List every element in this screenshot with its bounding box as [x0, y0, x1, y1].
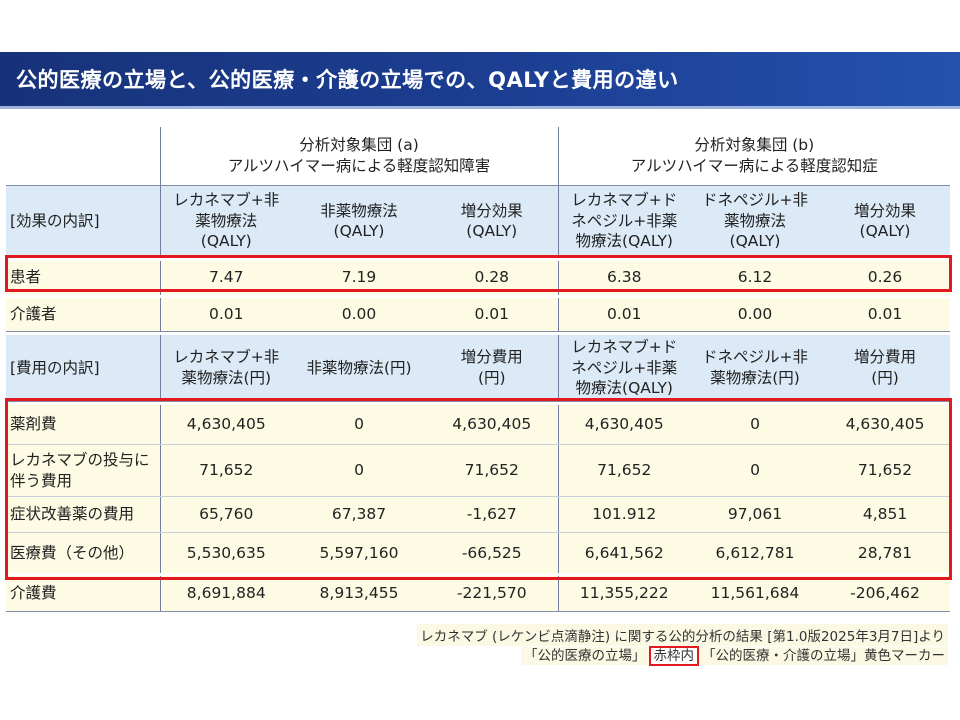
- table-cell: 71,652: [557, 444, 690, 497]
- row-label: 薬剤費: [6, 404, 160, 445]
- table-row-administration-cost: レカネマブの投与に伴う費用 71,652 0 71,652 71,652 0 7…: [6, 444, 951, 497]
- table-cell: 5,597,160: [292, 532, 426, 573]
- table-cell: 11,561,684: [690, 575, 820, 612]
- row-label: 患者: [6, 260, 160, 295]
- table-cell: 5,530,635: [159, 532, 292, 573]
- cost-col-b3: 増分費用 (円): [820, 335, 951, 402]
- table-cell: -221,570: [426, 575, 558, 612]
- table-cell: 97,061: [690, 496, 820, 533]
- table-cell: 4,630,405: [557, 404, 690, 445]
- group-b-header: 分析対象集団 (b) アルツハイマー病による軽度認知症: [557, 127, 951, 186]
- row-label: 介護者: [6, 297, 160, 332]
- table-row-patient: 患者 7.47 7.19 0.28 6.38 6.12 0.26: [6, 260, 951, 295]
- table-cell: 11,355,222: [557, 575, 690, 612]
- table-cell: 101.912: [557, 496, 690, 533]
- table-cell: 67,387: [292, 496, 426, 533]
- effect-col-a2: 非薬物療法 (QALY): [292, 185, 426, 258]
- effect-section-label: [効果の内訳]: [6, 185, 160, 258]
- table-cell: 6.38: [557, 260, 690, 295]
- table-row-caregiver: 介護者 0.01 0.00 0.01 0.01 0.00 0.01: [6, 297, 951, 332]
- table-cell: 0.01: [159, 297, 292, 332]
- table-row-care-cost: 介護費 8,691,884 8,913,455 -221,570 11,355,…: [6, 575, 951, 612]
- table-cell: 71,652: [426, 444, 558, 497]
- table-cell: 6.12: [690, 260, 820, 295]
- table-cell: 65,760: [159, 496, 292, 533]
- table-cell: 0.01: [426, 297, 558, 332]
- table-row-other-medical-cost: 医療費（その他） 5,530,635 5,597,160 -66,525 6,6…: [6, 532, 951, 573]
- effect-col-a3: 増分効果 (QALY): [426, 185, 558, 258]
- table-cell: 7.47: [159, 260, 292, 295]
- table-cell: 71,652: [159, 444, 292, 497]
- title-bar: 公的医療の立場と、公的医療・介護の立場での、QALYと費用の違い: [0, 52, 960, 106]
- table-row-drug-cost: 薬剤費 4,630,405 0 4,630,405 4,630,405 0 4,…: [6, 404, 951, 445]
- cost-col-b2: ドネペジル+非 薬物療法(円): [690, 335, 820, 402]
- table-cell: 7.19: [292, 260, 426, 295]
- cost-col-b1: レカネマブ+ド ネペジル+非薬 物療法(QALY): [557, 335, 690, 402]
- effect-col-b1: レカネマブ+ド ネペジル+非薬 物療法(QALY): [557, 185, 690, 258]
- cost-section-label: [費用の内訳]: [6, 335, 160, 402]
- group-a-header: 分析対象集団 (a) アルツハイマー病による軽度認知障害: [159, 127, 558, 186]
- table-cell: 0.28: [426, 260, 558, 295]
- table-cell: 28,781: [820, 532, 951, 573]
- title-underline: [0, 106, 960, 109]
- corner-cell: [6, 127, 160, 186]
- table-cell: 0.00: [690, 297, 820, 332]
- effect-header-row: [効果の内訳] レカネマブ+非 薬物療法 (QALY) 非薬物療法 (QALY) 増分…: [6, 185, 951, 258]
- table-cell: 0: [690, 444, 820, 497]
- table-cell: 4,630,405: [159, 404, 292, 445]
- row-label: レカネマブの投与に伴う費用: [6, 444, 160, 497]
- table-cell: 6,641,562: [557, 532, 690, 573]
- table-cell: 71,652: [820, 444, 951, 497]
- row-label: 医療費（その他）: [6, 532, 160, 573]
- table-cell: 8,691,884: [159, 575, 292, 612]
- table-cell: -66,525: [426, 532, 558, 573]
- group-header-row: 分析対象集団 (a) アルツハイマー病による軽度認知障害 分析対象集団 (b) …: [6, 127, 951, 186]
- table-cell: 8,913,455: [292, 575, 426, 612]
- table-cell: 0: [292, 404, 426, 445]
- group-a-subtitle: アルツハイマー病による軽度認知障害: [227, 156, 491, 175]
- effect-col-b3: 増分効果 (QALY): [820, 185, 951, 258]
- table-cell: -206,462: [820, 575, 951, 612]
- effect-col-b2: ドネペジル+非 薬物療法 (QALY): [690, 185, 820, 258]
- table-cell: 0: [292, 444, 426, 497]
- table-cell: 6,612,781: [690, 532, 820, 573]
- qaly-cost-table: 分析対象集団 (a) アルツハイマー病による軽度認知障害 分析対象集団 (b) …: [6, 127, 951, 612]
- legend-note: 「公的医療の立場」 赤枠内 「公的医療・介護の立場」黄色マーカー: [521, 644, 948, 666]
- table-cell: 0.01: [820, 297, 951, 332]
- group-a-title: 分析対象集団 (a): [299, 136, 419, 155]
- cost-header-row: [費用の内訳] レカネマブ+非 薬物療法(円) 非薬物療法(円) 増分費用 (円) …: [6, 335, 951, 402]
- effect-col-a1: レカネマブ+非 薬物療法 (QALY): [159, 185, 292, 258]
- table-cell: 4,630,405: [426, 404, 558, 445]
- table-cell: 4,851: [820, 496, 951, 533]
- legend-part1: 「公的医療の立場」: [521, 647, 649, 665]
- table-row-symptom-drug-cost: 症状改善薬の費用 65,760 67,387 -1,627 101.912 97…: [6, 496, 951, 533]
- table-cell: 4,630,405: [820, 404, 951, 445]
- cost-col-a3: 増分費用 (円): [426, 335, 558, 402]
- table-cell: 0.01: [557, 297, 690, 332]
- cost-col-a1: レカネマブ+非 薬物療法(円): [159, 335, 292, 402]
- legend-part2: 「公的医療・介護の立場」黄色マーカー: [699, 647, 948, 665]
- table-cell: 0: [690, 404, 820, 445]
- source-note: レカネマブ (レケンビ点滴静注) に関する公的分析の結果 [第1.0版2025年…: [417, 624, 948, 646]
- row-label: 介護費: [6, 575, 160, 612]
- group-b-subtitle: アルツハイマー病による軽度認知症: [630, 156, 878, 175]
- table-cell: 0.00: [292, 297, 426, 332]
- table-cell: -1,627: [426, 496, 558, 533]
- page-title: 公的医療の立場と、公的医療・介護の立場での、QALYと費用の違い: [16, 68, 679, 92]
- row-label: 症状改善薬の費用: [6, 496, 160, 533]
- legend-red-frame: 赤枠内: [648, 646, 699, 666]
- cost-col-a2: 非薬物療法(円): [292, 335, 426, 402]
- table-cell: 0.26: [820, 260, 951, 295]
- group-b-title: 分析対象集団 (b): [694, 136, 815, 155]
